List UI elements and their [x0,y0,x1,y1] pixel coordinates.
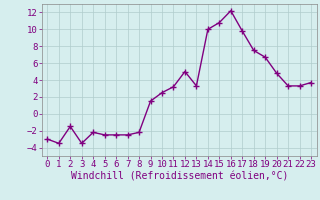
X-axis label: Windchill (Refroidissement éolien,°C): Windchill (Refroidissement éolien,°C) [70,172,288,182]
